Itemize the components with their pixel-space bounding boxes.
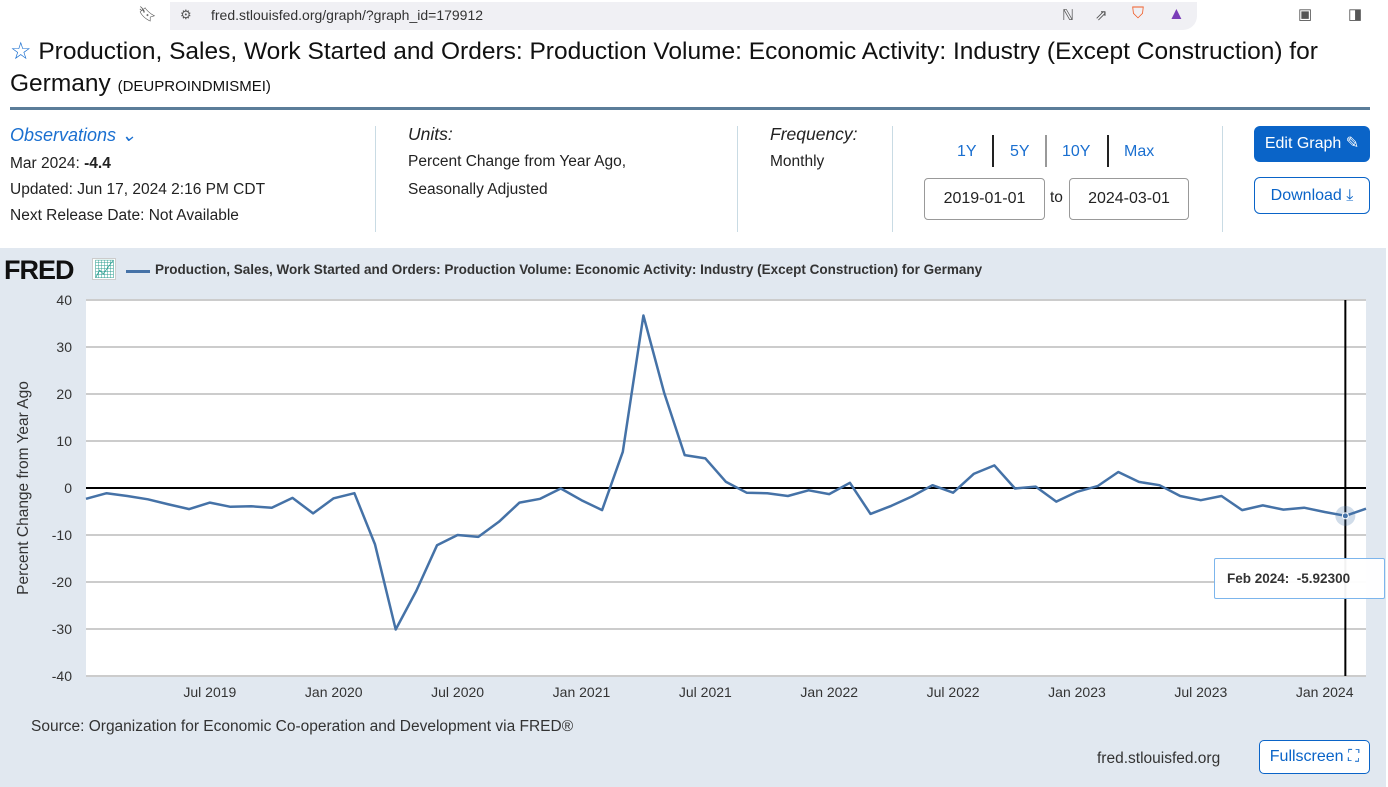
y-tick-label: 20 (56, 386, 72, 402)
series-id: (DEUPROINDMISMEI) (117, 78, 271, 95)
x-tick-label: Jul 2020 (431, 684, 484, 700)
fullscreen-label: Fullscreen (1269, 748, 1344, 765)
edit-graph-label: Edit Graph (1264, 135, 1342, 152)
frequency-value: Monthly (770, 153, 825, 170)
browser-toolbar: 🔖︎ ⚙ fred.stlouisfed.org/graph/?graph_id… (0, 0, 1388, 32)
translate-icon[interactable]: ℕ (1062, 7, 1075, 24)
page-title: ☆ Production, Sales, Work Started and Or… (10, 36, 1380, 103)
end-date-input[interactable]: 2024-03-01 (1069, 178, 1189, 220)
units-label: Units: (408, 124, 453, 144)
x-tick-label: Jan 2023 (1048, 684, 1106, 700)
y-tick-label: 30 (56, 339, 72, 355)
y-tick-label: 40 (56, 292, 72, 308)
site-settings-icon[interactable]: ⚙ (180, 7, 192, 22)
fred-site-link[interactable]: fred.stlouisfed.org (1097, 750, 1221, 767)
chart-tooltip: Feb 2024: -5.92300 (1214, 558, 1385, 599)
x-tick-label: Jul 2022 (927, 684, 980, 700)
y-tick-label: -40 (52, 668, 72, 684)
range-separator (1107, 135, 1109, 167)
share-icon[interactable]: ⇗ (1095, 7, 1108, 24)
observations-label: Observations (10, 125, 117, 145)
tooltip-date: Feb 2024: (1227, 571, 1290, 586)
range-to-label: to (1050, 189, 1063, 206)
reader-icon[interactable]: ▣ (1298, 6, 1313, 23)
start-date-input[interactable]: 2019-01-01 (924, 178, 1045, 220)
x-tick-label: Jul 2021 (679, 684, 732, 700)
x-tick-label: Jan 2024 (1296, 684, 1354, 700)
x-tick-label: Jan 2020 (305, 684, 363, 700)
series-title: Production, Sales, Work Started and Orde… (10, 38, 1318, 97)
range-separator (1045, 135, 1047, 167)
x-tick-label: Jan 2021 (553, 684, 611, 700)
divider (375, 126, 376, 232)
bookmark-icon[interactable]: 🔖︎ (138, 6, 158, 23)
brave-shield-icon[interactable]: ⛉ (1132, 5, 1145, 22)
frequency-label: Frequency: (770, 124, 858, 144)
source-note: Source: Organization for Economic Co-ope… (31, 718, 574, 735)
divider (892, 126, 893, 232)
y-axis-label: Percent Change from Year Ago (15, 381, 32, 595)
hover-point (1341, 512, 1349, 520)
tooltip-value: -5.92300 (1296, 571, 1351, 586)
y-tick-label: 0 (64, 480, 72, 496)
range-1y-button[interactable]: 1Y (957, 143, 977, 160)
download-label: Download (1270, 187, 1342, 204)
range-10y-button[interactable]: 10Y (1062, 143, 1091, 160)
divider (737, 126, 738, 232)
next-release-text: Next Release Date: Not Available (10, 207, 239, 224)
legend-label: Production, Sales, Work Started and Orde… (155, 262, 983, 277)
edit-graph-button[interactable]: Edit Graph ✎ (1254, 126, 1370, 162)
range-separator (992, 135, 994, 167)
range-max-button[interactable]: Max (1124, 143, 1155, 160)
divider (1222, 126, 1223, 232)
download-icon: ⤓ (1346, 187, 1354, 204)
latest-date: Mar 2024: (10, 155, 80, 172)
fullscreen-button[interactable]: Fullscreen ⛶ (1259, 740, 1370, 774)
y-tick-label: -20 (52, 574, 72, 590)
line-chart[interactable]: 40 30 20 10 0 -10 -20 -30 -40 Jul 2019 Jan 2020 Jul… (0, 248, 1388, 708)
latest-observation: Mar 2024: -4.4 (10, 155, 111, 173)
y-tick-label: -10 (52, 527, 72, 543)
y-tick-label: -30 (52, 621, 72, 637)
title-divider (10, 107, 1370, 110)
fred-logo[interactable]: FRED (4, 255, 74, 285)
brave-rewards-icon[interactable]: ▲ (1168, 4, 1185, 23)
legend-line-swatch (126, 270, 150, 273)
range-5y-button[interactable]: 5Y (1010, 143, 1030, 160)
fullscreen-icon: ⛶ (1348, 748, 1360, 765)
chart-trend-icon: 📈︎ (92, 258, 116, 280)
latest-value: -4.4 (84, 155, 111, 172)
url-text[interactable]: fred.stlouisfed.org/graph/?graph_id=1799… (211, 7, 484, 23)
favorite-star-icon[interactable]: ☆ (10, 38, 32, 65)
x-tick-label: Jan 2022 (800, 684, 858, 700)
observations-toggle[interactable]: Observations ⌄ (10, 125, 136, 146)
y-tick-label: 10 (56, 433, 72, 449)
x-tick-label: Jul 2023 (1174, 684, 1227, 700)
x-tick-label: Jul 2019 (183, 684, 236, 700)
updated-text: Updated: Jun 17, 2024 2:16 PM CDT (10, 181, 266, 198)
address-bar[interactable] (170, 2, 1197, 30)
units-line1: Percent Change from Year Ago, (408, 153, 627, 170)
download-button[interactable]: Download ⤓ (1254, 177, 1370, 214)
edit-icon: ✎ (1345, 135, 1360, 152)
units-line2: Seasonally Adjusted (408, 181, 548, 198)
sidebar-icon[interactable]: ◨ (1348, 6, 1363, 23)
chevron-down-icon: ⌄ (121, 125, 137, 145)
